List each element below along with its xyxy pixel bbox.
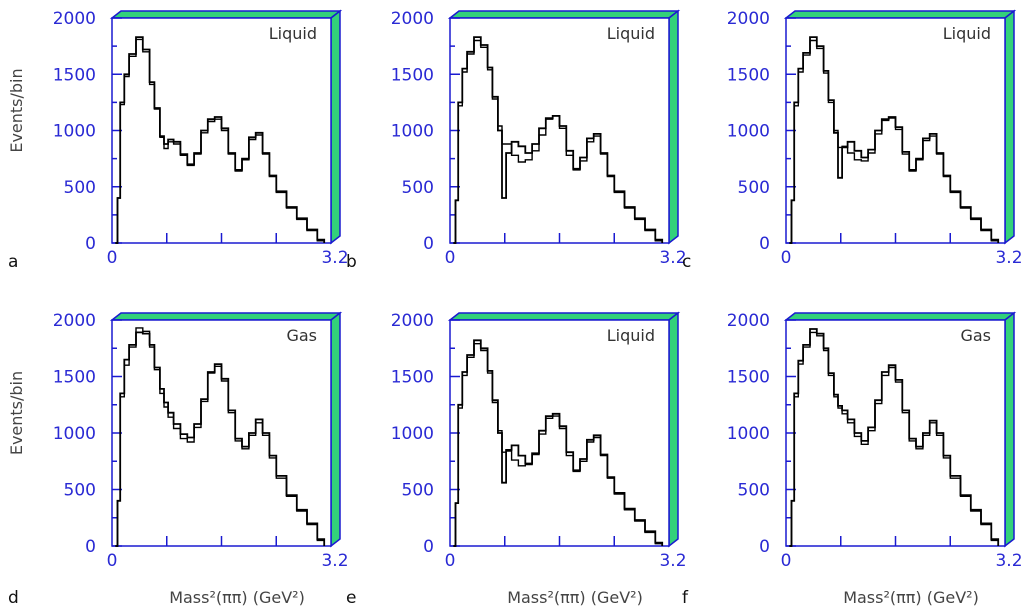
y-tick-label: 1000 [53,122,96,142]
x-tick-label: 0 [781,248,792,268]
frame-top-face [109,10,343,19]
frame-top-face [447,312,681,321]
y-tick-label: 1000 [727,424,770,444]
x-axis-title: Mass²(ππ) (GeV²) [507,588,643,606]
histogram-series-2 [453,343,663,547]
y-tick-label: 1500 [727,368,770,388]
y-tick-label: 500 [738,178,770,198]
panel-f: 0 500 1000 1500 2000 0 3.2 Gas f Mass²(ππ) (GeV²) [682,311,1023,606]
y-tick-label: 0 [759,234,770,254]
y-tick-label: 1000 [727,122,770,142]
y-tick-label: 500 [64,178,96,198]
frame-top-face [783,10,1017,19]
histogram-series-2 [789,39,999,244]
panel-phase-label: Gas [286,326,317,345]
plot-area [111,319,332,547]
histogram-series-2 [453,39,663,244]
histogram-series-2 [115,38,325,244]
x-tick-label: 0 [107,551,118,571]
panel-d: 0 500 1000 1500 2000 0 3.2 Gas d Events/bin Mass²(… [7,311,349,606]
y-tick-label: 2000 [727,9,770,29]
plot-area [449,319,670,547]
x-tick-label: 0 [445,551,456,571]
y-tick-label: 0 [85,537,96,557]
x-tick-label: 3.2 [995,551,1022,571]
frame-side-face [668,311,679,548]
panel-phase-label: Liquid [607,326,655,345]
panel-letter: c [682,252,691,272]
y-tick-label: 1500 [53,65,96,85]
panel-a: 0 500 1000 1500 2000 0 3.2 Liquid a Events/bin [7,9,349,272]
histogram-series-2 [789,331,999,547]
panel-letter: b [346,252,357,272]
y-tick-label: 2000 [727,311,770,331]
x-tick-label: 3.2 [321,248,348,268]
panel-phase-label: Liquid [943,24,991,43]
panel-letter: f [682,588,689,606]
x-axis-title: Mass²(ππ) (GeV²) [843,588,979,606]
y-tick-label: 500 [402,481,434,501]
y-tick-label: 1500 [727,65,770,85]
x-axis-title: Mass²(ππ) (GeV²) [169,588,305,606]
histogram-series-2 [115,327,325,547]
frame-side-face [1004,9,1015,245]
x-tick-label: 3.2 [659,551,686,571]
y-tick-label: 1500 [391,65,434,85]
y-tick-label: 1500 [53,368,96,388]
y-tick-label: 2000 [391,9,434,29]
x-tick-label: 3.2 [659,248,686,268]
y-tick-label: 2000 [391,311,434,331]
panel-phase-label: Gas [960,326,991,345]
y-tick-label: 0 [759,537,770,557]
frame-top-face [109,312,343,321]
y-tick-label: 1000 [53,424,96,444]
plot-area [785,17,1006,244]
panel-phase-label: Liquid [269,24,317,43]
y-tick-label: 0 [85,234,96,254]
x-tick-label: 0 [107,248,118,268]
panel-c: 0 500 1000 1500 2000 0 3.2 Liquid c [682,9,1023,272]
x-tick-label: 3.2 [995,248,1022,268]
frame-top-face [447,10,681,19]
plot-area [785,319,1006,547]
x-tick-label: 0 [781,551,792,571]
y-tick-label: 500 [64,481,96,501]
frame-top-face [783,312,1017,321]
y-tick-label: 1000 [391,424,434,444]
y-tick-label: 2000 [53,9,96,29]
y-tick-label: 1500 [391,368,434,388]
panel-letter: e [346,588,356,606]
y-tick-label: 500 [738,481,770,501]
y-tick-label: 1000 [391,122,434,142]
panel-b: 0 500 1000 1500 2000 0 3.2 Liquid b [346,9,687,272]
frame-side-face [330,311,341,548]
y-axis-title: Events/bin [7,371,26,455]
x-tick-label: 3.2 [321,551,348,571]
frame-side-face [1004,311,1015,548]
y-axis-title: Events/bin [7,68,26,152]
y-tick-label: 2000 [53,311,96,331]
panel-phase-label: Liquid [607,24,655,43]
y-tick-label: 500 [402,178,434,198]
panel-letter: d [8,588,19,606]
y-tick-label: 0 [423,234,434,254]
y-tick-label: 0 [423,537,434,557]
panel-e: 0 500 1000 1500 2000 0 3.2 Liquid e Mass²(ππ) (Ge… [346,311,687,606]
x-tick-label: 0 [445,248,456,268]
frame-side-face [330,9,341,245]
panel-letter: a [8,252,18,272]
frame-side-face [668,9,679,245]
plot-area [449,17,670,244]
